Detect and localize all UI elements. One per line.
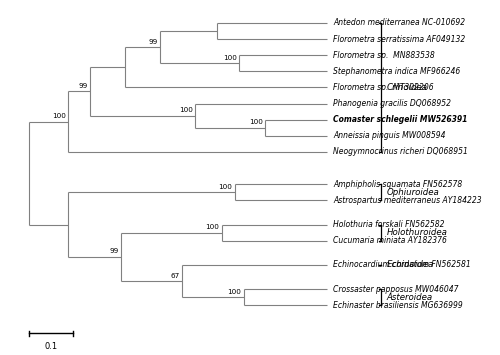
Text: Florometra serratissima AF049132: Florometra serratissima AF049132	[334, 34, 466, 44]
Text: Comaster schlegelii MW526391: Comaster schlegelii MW526391	[334, 115, 468, 124]
Text: Holothuria forskali FN562582: Holothuria forskali FN562582	[334, 220, 445, 229]
Text: Phanogenia gracilis DQ068952: Phanogenia gracilis DQ068952	[334, 99, 452, 108]
Text: Astrospartus mediterraneus AY184223: Astrospartus mediterraneus AY184223	[334, 196, 482, 205]
Text: Echinoidea: Echinoidea	[386, 261, 434, 269]
Text: 100: 100	[227, 289, 241, 295]
Text: 99: 99	[148, 39, 158, 45]
Text: 99: 99	[78, 83, 88, 89]
Text: Echinaster brasiliensis MG636999: Echinaster brasiliensis MG636999	[334, 301, 463, 310]
Text: Neogymnocrinus richeri DQ068951: Neogymnocrinus richeri DQ068951	[334, 147, 468, 157]
Text: Cucumaria miniata AY182376: Cucumaria miniata AY182376	[334, 236, 447, 245]
Text: 67: 67	[170, 273, 179, 279]
Text: Amphipholis squamata FN562578: Amphipholis squamata FN562578	[334, 180, 462, 189]
Text: Holothuroidea: Holothuroidea	[386, 228, 448, 237]
Text: 100: 100	[249, 119, 263, 125]
Text: 99: 99	[109, 248, 118, 255]
Text: Crinoidea: Crinoidea	[386, 83, 428, 92]
Text: Crossaster papposus MW046047: Crossaster papposus MW046047	[334, 285, 459, 294]
Text: 100: 100	[222, 55, 236, 61]
Text: 100: 100	[179, 107, 193, 113]
Text: 0.1: 0.1	[44, 342, 58, 350]
Text: Florometra sp.  MN883538: Florometra sp. MN883538	[334, 51, 435, 60]
Text: Asteroidea: Asteroidea	[386, 293, 433, 302]
Text: Antedon mediterranea NC-010692: Antedon mediterranea NC-010692	[334, 18, 466, 27]
Text: Anneissia pinguis MW008594: Anneissia pinguis MW008594	[334, 131, 446, 140]
Text: Ophiuroidea: Ophiuroidea	[386, 188, 440, 197]
Text: 100: 100	[205, 224, 219, 230]
Text: 100: 100	[52, 113, 66, 119]
Text: Florometra sp.  MT302206: Florometra sp. MT302206	[334, 83, 434, 92]
Text: 100: 100	[218, 184, 232, 190]
Text: Echinocardium cordatum FN562581: Echinocardium cordatum FN562581	[334, 261, 471, 269]
Text: Stephanometra indica MF966246: Stephanometra indica MF966246	[334, 67, 460, 76]
